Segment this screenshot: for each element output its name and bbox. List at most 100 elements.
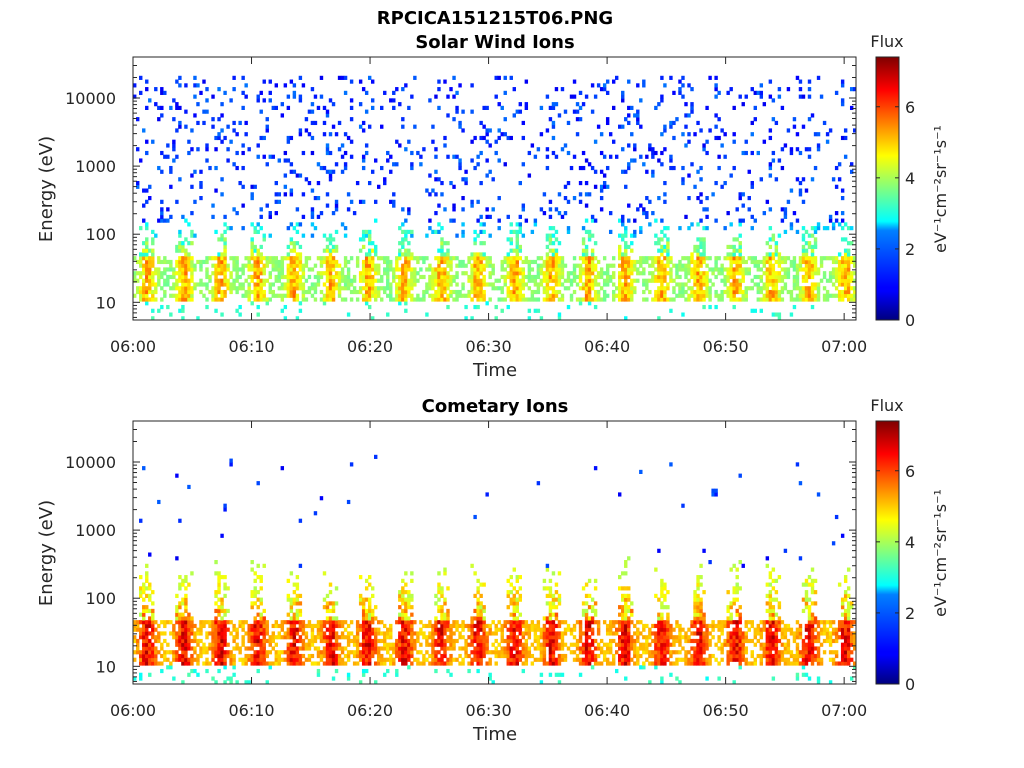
spectrogram-cell bbox=[581, 248, 586, 253]
spectrogram-cell bbox=[512, 263, 516, 268]
spectrogram-cell bbox=[343, 226, 348, 231]
spectrogram-cell bbox=[139, 575, 143, 580]
spectrogram-cell bbox=[428, 635, 432, 640]
spectrogram-cell bbox=[319, 289, 324, 295]
spectrogram-cell bbox=[660, 94, 664, 99]
spectrogram-cell bbox=[762, 297, 767, 302]
spectrogram-cell bbox=[178, 105, 182, 110]
spectrogram-cell bbox=[503, 278, 507, 283]
spectrogram-cell bbox=[226, 286, 230, 291]
spectrogram-cell bbox=[416, 297, 420, 302]
spectrogram-cell bbox=[437, 631, 441, 636]
spectrogram-cell bbox=[545, 233, 550, 238]
spectrogram-cell bbox=[795, 177, 800, 182]
spectrogram-cell bbox=[256, 267, 260, 272]
spectrogram-cell bbox=[389, 286, 393, 291]
spectrogram-cell bbox=[325, 661, 330, 666]
spectrogram-cell bbox=[316, 105, 321, 110]
spectrogram-cell bbox=[142, 646, 146, 651]
spectrogram-cell bbox=[148, 196, 152, 201]
spectrogram-cell bbox=[482, 627, 486, 632]
spectrogram-cell bbox=[780, 256, 785, 261]
spectrogram-cell bbox=[367, 282, 372, 287]
spectrogram-cell bbox=[437, 229, 441, 234]
spectrogram-cell bbox=[485, 635, 489, 640]
spectrogram-cell bbox=[208, 661, 212, 666]
spectrogram-cell bbox=[292, 244, 297, 250]
spectrogram-cell bbox=[627, 162, 631, 167]
spectrogram-cell bbox=[777, 274, 782, 280]
spectrogram-cell bbox=[142, 248, 146, 253]
spectrogram-cell bbox=[470, 563, 474, 568]
spectrogram-cell bbox=[154, 653, 158, 659]
panel-title: Cometary Ions bbox=[422, 396, 569, 417]
spectrogram-cell bbox=[377, 638, 381, 644]
spectrogram-cell bbox=[482, 293, 486, 298]
spectrogram-cell bbox=[852, 289, 857, 295]
spectrogram-cell bbox=[642, 83, 646, 88]
spectrogram-cell bbox=[262, 271, 266, 276]
spectrogram-cell bbox=[175, 278, 179, 283]
spectrogram-cell bbox=[410, 165, 414, 171]
spectrogram-cell bbox=[374, 278, 378, 283]
spectrogram-cell bbox=[145, 650, 149, 655]
spectrogram-cell bbox=[367, 623, 372, 629]
spectrogram-cell bbox=[771, 278, 776, 283]
spectrogram-cell bbox=[374, 616, 378, 621]
spectrogram-cell bbox=[780, 297, 785, 302]
spectrogram-cell bbox=[404, 612, 408, 617]
spectrogram-cell bbox=[148, 552, 152, 557]
spectrogram-cell bbox=[181, 316, 185, 321]
spectrogram-cell bbox=[470, 316, 474, 321]
spectrogram-cell bbox=[175, 259, 179, 265]
spectrogram-cell bbox=[726, 286, 730, 291]
spectrogram-cell bbox=[681, 165, 685, 171]
spectrogram-cell bbox=[395, 256, 399, 261]
spectrogram-cell bbox=[151, 293, 155, 298]
spectrogram-cell bbox=[491, 631, 495, 636]
spectrogram-cell bbox=[786, 256, 791, 261]
spectrogram-cell bbox=[205, 657, 209, 662]
spectrogram-cell bbox=[358, 575, 363, 580]
spectrogram-cell bbox=[250, 605, 254, 610]
spectrogram-cell bbox=[590, 218, 595, 223]
spectrogram-cell bbox=[828, 214, 833, 219]
spectrogram-cell bbox=[250, 301, 254, 306]
spectrogram-cell bbox=[801, 286, 806, 291]
spectrogram-cell bbox=[358, 278, 363, 283]
spectrogram-cell bbox=[217, 87, 221, 92]
spectrogram-cell bbox=[352, 642, 357, 647]
spectrogram-cell bbox=[274, 642, 278, 647]
spectrogram-cell bbox=[292, 248, 297, 253]
spectrogram-cell bbox=[696, 196, 700, 201]
spectrogram-cell bbox=[364, 638, 369, 644]
spectrogram-cell bbox=[346, 623, 351, 629]
spectrogram-cell bbox=[346, 642, 351, 647]
spectrogram-cell bbox=[741, 297, 745, 302]
spectrogram-cell bbox=[663, 233, 667, 238]
spectrogram-cell bbox=[142, 256, 146, 261]
spectrogram-cell bbox=[801, 94, 806, 99]
spectrogram-cell bbox=[223, 241, 227, 246]
spectrogram-cell bbox=[699, 199, 703, 204]
spectrogram-cell bbox=[747, 256, 751, 261]
spectrogram-cell bbox=[380, 657, 384, 662]
spectrogram-cell bbox=[476, 263, 480, 268]
spectrogram-cell bbox=[729, 289, 733, 295]
spectrogram-cell bbox=[319, 256, 324, 261]
spectrogram-cell bbox=[476, 638, 480, 644]
spectrogram-cell bbox=[792, 304, 797, 310]
spectrogram-cell bbox=[274, 267, 278, 272]
spectrogram-cell bbox=[596, 271, 601, 276]
spectrogram-cell bbox=[657, 271, 661, 276]
spectrogram-cell bbox=[593, 241, 598, 246]
spectrogram-cell bbox=[828, 293, 833, 298]
spectrogram-cell bbox=[633, 263, 637, 268]
spectrogram-cell bbox=[404, 601, 408, 606]
spectrogram-cell bbox=[407, 211, 411, 216]
spectrogram-cell bbox=[425, 188, 429, 193]
spectrogram-cell bbox=[407, 139, 411, 144]
spectrogram-cell bbox=[380, 274, 384, 280]
spectrogram-cell bbox=[355, 650, 360, 655]
spectrogram-cell bbox=[479, 657, 483, 662]
